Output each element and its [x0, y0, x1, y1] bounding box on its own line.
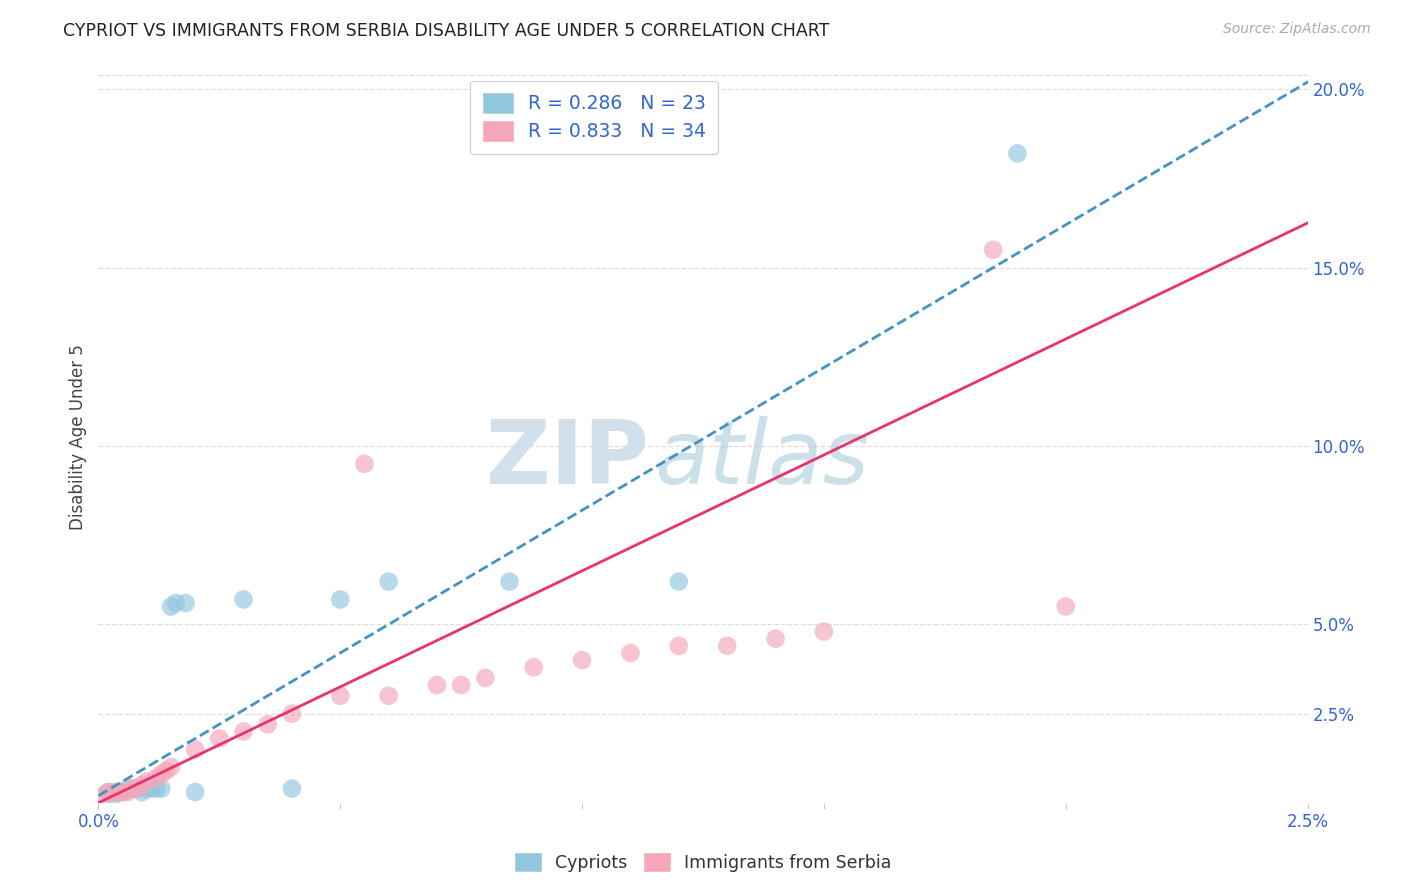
Point — [281, 706, 304, 721]
Point — [101, 785, 124, 799]
Text: atlas: atlas — [655, 416, 869, 502]
Point — [571, 653, 593, 667]
Point — [174, 596, 197, 610]
Text: ZIP: ZIP — [486, 416, 648, 502]
Legend: R = 0.286   N = 23, R = 0.833   N = 34: R = 0.286 N = 23, R = 0.833 N = 34 — [471, 81, 718, 153]
Point — [1054, 599, 1077, 614]
Point — [135, 774, 157, 789]
Point — [281, 781, 304, 796]
Text: Source: ZipAtlas.com: Source: ZipAtlas.com — [1223, 22, 1371, 37]
Point — [145, 771, 167, 785]
Point — [523, 660, 546, 674]
Point — [91, 789, 114, 803]
Point — [232, 592, 254, 607]
Point — [111, 785, 134, 799]
Point — [127, 781, 149, 796]
Point — [145, 781, 167, 796]
Legend: Cypriots, Immigrants from Serbia: Cypriots, Immigrants from Serbia — [508, 847, 898, 879]
Point — [184, 742, 207, 756]
Point — [165, 596, 187, 610]
Point — [121, 781, 143, 796]
Point — [160, 599, 183, 614]
Point — [353, 457, 375, 471]
Point — [256, 717, 278, 731]
Point — [765, 632, 787, 646]
Point — [97, 785, 120, 799]
Y-axis label: Disability Age Under 5: Disability Age Under 5 — [69, 344, 87, 530]
Text: CYPRIOT VS IMMIGRANTS FROM SERBIA DISABILITY AGE UNDER 5 CORRELATION CHART: CYPRIOT VS IMMIGRANTS FROM SERBIA DISABI… — [63, 22, 830, 40]
Point — [107, 785, 129, 799]
Point — [111, 785, 134, 799]
Point — [668, 574, 690, 589]
Point — [101, 789, 124, 803]
Point — [450, 678, 472, 692]
Point — [329, 592, 352, 607]
Point — [377, 574, 399, 589]
Point — [1007, 146, 1029, 161]
Point — [208, 731, 231, 746]
Point — [127, 781, 149, 796]
Point — [131, 785, 153, 799]
Point — [813, 624, 835, 639]
Point — [117, 785, 139, 799]
Point — [97, 785, 120, 799]
Point — [131, 778, 153, 792]
Point — [716, 639, 738, 653]
Point — [160, 760, 183, 774]
Point — [141, 781, 163, 796]
Point — [121, 781, 143, 796]
Point — [981, 243, 1004, 257]
Point — [668, 639, 690, 653]
Point — [184, 785, 207, 799]
Point — [426, 678, 449, 692]
Point — [619, 646, 641, 660]
Point — [135, 781, 157, 796]
Point — [232, 724, 254, 739]
Point — [474, 671, 496, 685]
Point — [107, 785, 129, 799]
Point — [150, 781, 173, 796]
Point — [498, 574, 520, 589]
Point — [329, 689, 352, 703]
Point — [155, 764, 177, 778]
Point — [117, 781, 139, 796]
Point — [150, 767, 173, 781]
Point — [377, 689, 399, 703]
